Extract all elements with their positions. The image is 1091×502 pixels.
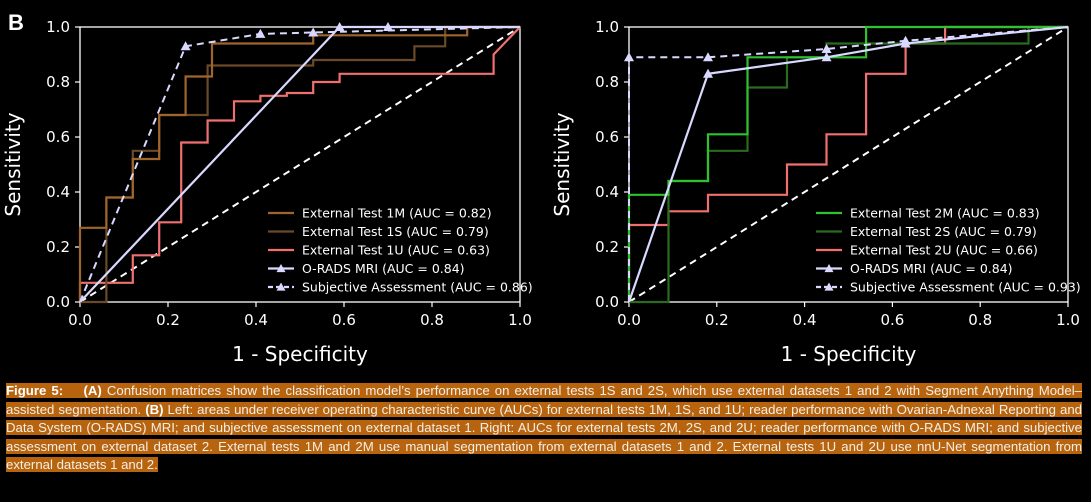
y-axis-title: Sensitivity xyxy=(1,112,25,216)
series-line xyxy=(79,25,520,303)
x-tick-label: 0.2 xyxy=(705,311,729,329)
x-tick-label: 0.4 xyxy=(793,311,817,329)
x-tick-label: 0.2 xyxy=(156,311,180,329)
y-tick-label: 0.2 xyxy=(46,238,70,256)
x-tick-label: 0.6 xyxy=(332,311,356,329)
y-tick-label: 0.4 xyxy=(595,183,619,201)
caption-part-b-label: (B) xyxy=(145,401,164,417)
x-tick-label: 0.6 xyxy=(880,311,904,329)
caption-part-b-text: Left: areas under receiver operating cha… xyxy=(6,401,1082,473)
legend-label: External Test 1M (AUC = 0.82) xyxy=(302,206,492,221)
legend-label: Subjective Assessment (AUC = 0.86) xyxy=(302,280,533,295)
y-tick-label: 0.8 xyxy=(595,73,619,91)
y-tick-label: 0.4 xyxy=(46,183,70,201)
y-tick-label: 0.0 xyxy=(46,293,70,311)
y-tick-label: 0.6 xyxy=(595,128,619,146)
legend-label: O-RADS MRI (AUC = 0.84) xyxy=(850,261,1013,276)
roc-charts: 0.0 0.2 0.4 0.6 0.8 1.0 0.0 0.2 0.4 0.6 0.8 1.0 1 - … xyxy=(1,18,1081,366)
legend-label: External Test 1U (AUC = 0.63) xyxy=(302,243,490,258)
series-marker xyxy=(703,68,714,78)
legend-label: External Test 2M (AUC = 0.83) xyxy=(850,206,1040,221)
x-tick-label: 0.8 xyxy=(420,311,444,329)
series-line xyxy=(627,25,1068,302)
series-marker xyxy=(703,52,714,62)
x-tick-label: 0.0 xyxy=(617,311,641,329)
legend: External Test 1M (AUC = 0.82) External Te… xyxy=(268,206,533,295)
y-tick-label: 0.2 xyxy=(595,238,619,256)
x-tick-label: 1.0 xyxy=(508,311,532,329)
series-marker xyxy=(255,28,266,38)
legend-marker xyxy=(276,282,286,291)
y-tick-label: 0.6 xyxy=(46,128,70,146)
chance-line xyxy=(628,26,1069,303)
series-line xyxy=(78,26,521,302)
series-marker xyxy=(624,52,634,62)
caption-area: Figure 5: (A) Confusion matrices show th… xyxy=(0,374,1091,502)
chart-1: 0.0 0.2 0.4 0.6 0.8 1.0 0.0 0.2 0.4 0.6 0.8 1.0 1 - … xyxy=(1,18,533,366)
legend-marker xyxy=(276,264,286,273)
figure-caption: Figure 5: (A) Confusion matrices show th… xyxy=(6,382,1082,475)
series-line xyxy=(78,25,520,302)
series-marker xyxy=(383,22,393,31)
legend-label: External Test 1S (AUC = 0.79) xyxy=(302,224,489,239)
x-tick-label: 0.0 xyxy=(68,311,92,329)
x-tick-label: 0.8 xyxy=(968,311,992,329)
series-marker xyxy=(308,27,319,37)
x-axis-title: 1 - Specificity xyxy=(232,342,368,366)
series-marker xyxy=(180,41,191,51)
legend-label: Subjective Assessment (AUC = 0.93) xyxy=(850,280,1081,295)
series-marker xyxy=(900,35,911,45)
x-tick-label: 1.0 xyxy=(1056,311,1080,329)
caption-part-a-label: (A) xyxy=(83,383,102,398)
panel-label: B xyxy=(8,10,24,35)
legend-marker xyxy=(824,282,834,291)
legend-label: O-RADS MRI (AUC = 0.84) xyxy=(302,261,465,276)
caption-part-a-text: Confusion matrices show the classificati… xyxy=(6,383,1082,417)
legend-label: External Test 2S (AUC = 0.79) xyxy=(850,224,1037,239)
x-tick-label: 0.4 xyxy=(244,311,268,329)
y-axis-title: Sensitivity xyxy=(550,112,574,216)
y-tick-label: 0.8 xyxy=(46,73,70,91)
y-tick-label: 1.0 xyxy=(46,18,70,36)
series-marker xyxy=(821,52,832,62)
series-marker xyxy=(334,22,345,31)
caption-figure-label: Figure 5: xyxy=(6,383,64,398)
series-marker xyxy=(821,44,832,53)
legend: External Test 2M (AUC = 0.83) External Te… xyxy=(816,206,1081,295)
y-tick-label: 1.0 xyxy=(595,18,619,36)
chart-2: 0.0 0.2 0.4 0.6 0.8 1.0 0.0 0.2 0.4 0.6 0.8 1.0 1 - … xyxy=(550,18,1081,366)
y-tick-label: 0.0 xyxy=(595,293,619,311)
x-axis-title: 1 - Specificity xyxy=(781,342,917,366)
legend-marker xyxy=(824,264,834,273)
legend-label: External Test 2U (AUC = 0.66) xyxy=(850,243,1038,258)
plot-panel: B 0.0 0.2 0.4 0.6 0.8 1.0 0.0 0.2 0.4 0.6 0.8 1.0 1 … xyxy=(1,10,1081,366)
